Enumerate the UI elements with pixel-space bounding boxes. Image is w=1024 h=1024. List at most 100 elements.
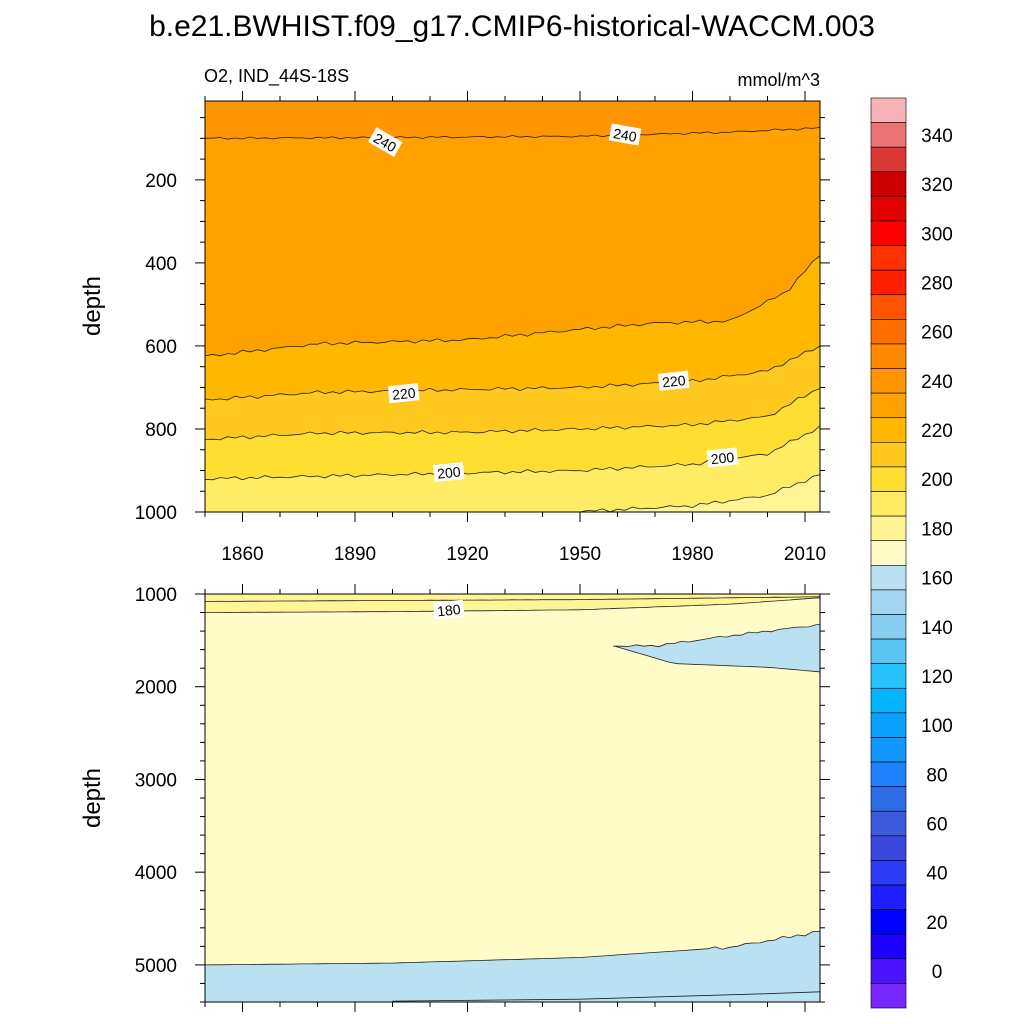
colorbar-swatch (870, 687, 907, 714)
upper-y-axis-label: depth (79, 276, 106, 336)
colorbar-swatch (870, 983, 907, 1009)
contour-line-230 (204, 255, 821, 357)
variable-region-label: O2, IND_44S-18S (204, 66, 349, 87)
colorbar-label: 300 (921, 224, 953, 245)
colorbar-swatch (870, 515, 907, 541)
region-fill-195 (205, 425, 820, 512)
colorbar-swatch (870, 417, 907, 443)
colorbar-label: 0 (932, 962, 943, 983)
contour-label-text: 240 (612, 125, 638, 145)
colorbar-swatch (870, 97, 907, 123)
contour-label-bg (608, 123, 642, 146)
contour-label: 200 (706, 447, 739, 468)
colorbar-swatch (870, 958, 907, 984)
y-tick-label: 600 (145, 337, 177, 358)
colorbar-swatch (870, 343, 907, 369)
contour-label: 220 (657, 370, 690, 391)
contour-line-170-bottom (204, 931, 821, 966)
colorbar-label: 260 (921, 323, 953, 344)
colorbar-swatch (870, 884, 907, 910)
region-fill-190 (205, 594, 820, 602)
colorbar-label: 280 (921, 274, 953, 295)
contour-label: 220 (387, 383, 420, 404)
colorbar-swatch (870, 638, 907, 664)
colorbar-label: 340 (921, 126, 953, 147)
y-tick-label: 1000 (135, 585, 177, 606)
contour-label: 180 (432, 599, 465, 620)
colorbar-swatch (870, 614, 907, 640)
contour-line-220 (204, 345, 821, 401)
colorbar-label: 120 (921, 667, 953, 688)
x-tick-label: 1920 (446, 544, 488, 565)
colorbar-swatch (870, 663, 907, 689)
colorbar-swatch (870, 761, 907, 787)
contour-line-190 (572, 474, 821, 513)
colorbar-swatch (870, 737, 907, 763)
contour-label: 240 (608, 123, 642, 146)
colorbar-label: 320 (921, 175, 953, 196)
contour-line-160 (392, 991, 821, 1002)
colorbar-swatch (870, 245, 907, 271)
contour-label-text: 200 (710, 449, 735, 467)
colorbar-swatch (870, 442, 907, 468)
upper-plot-frame (204, 100, 821, 513)
contour-line-210 (204, 388, 821, 441)
colorbar-swatch (870, 933, 907, 960)
contour-line-190 (205, 596, 821, 602)
colorbar-swatch (870, 860, 907, 886)
colorbar-label: 200 (921, 470, 953, 491)
colorbar-swatch (870, 540, 907, 566)
colorbar-swatch (870, 909, 907, 935)
colorbar-swatch (870, 786, 907, 812)
colorbar-swatch (870, 220, 907, 246)
y-tick-label: 5000 (135, 956, 177, 977)
x-tick-label: 1950 (559, 544, 601, 565)
colorbar-swatch (870, 564, 907, 591)
lower-contour-lines (204, 596, 821, 1002)
y-tick-label: 2000 (135, 678, 177, 699)
colorbar-swatch (870, 319, 907, 345)
y-tick-label: 400 (145, 254, 177, 275)
colorbar-label: 180 (921, 519, 953, 540)
contour-label-text: 200 (436, 463, 461, 481)
colorbar-label: 100 (921, 716, 953, 737)
units-label: mmol/m^3 (738, 70, 820, 90)
colorbar: 3403203002802602402202001801601401201008… (870, 97, 953, 1009)
colorbar-swatch (870, 589, 907, 615)
x-tick-label: 1890 (334, 544, 376, 565)
contour-line-180 (205, 597, 821, 613)
contour-label-bg (387, 383, 420, 404)
colorbar-label: 80 (926, 765, 947, 786)
colorbar-swatch (870, 146, 907, 173)
y-tick-label: 1000 (135, 503, 177, 524)
colorbar-swatch (870, 368, 907, 394)
colorbar-swatch (870, 835, 907, 861)
y-tick-label: 3000 (135, 770, 177, 791)
contour-label-bg (368, 127, 403, 157)
x-tick-label: 1860 (221, 544, 263, 565)
lower-contour-labels: 180 (432, 599, 465, 620)
contour-label-bg (432, 599, 465, 620)
colorbar-swatch (870, 171, 907, 197)
colorbar-swatch (870, 269, 907, 296)
y-tick-label: 4000 (135, 863, 177, 884)
lower-panel: 180 1000 2000 3000 4000 5000 depth (79, 584, 830, 1012)
y-tick-label: 200 (145, 171, 177, 192)
colorbar-label: 160 (921, 569, 953, 590)
colorbar-swatch (870, 294, 907, 320)
colorbar-label: 20 (926, 913, 947, 934)
lower-contour-fills (205, 594, 821, 1002)
chart-title: b.e21.BWHIST.f09_g17.CMIP6-historical-WA… (149, 10, 875, 43)
y-tick-label: 800 (145, 420, 177, 441)
upper-axes: 1860 1890 1920 1950 1980 2010 200 400 600 800 1000 (135, 91, 830, 565)
contour-label-bg (657, 370, 690, 391)
colorbar-swatch (870, 810, 907, 837)
x-tick-label: 2010 (784, 544, 826, 565)
colorbar-swatch (870, 122, 907, 148)
colorbar-swatch (870, 196, 907, 222)
colorbar-label: 60 (926, 815, 947, 836)
contour-label: 200 (432, 462, 465, 483)
